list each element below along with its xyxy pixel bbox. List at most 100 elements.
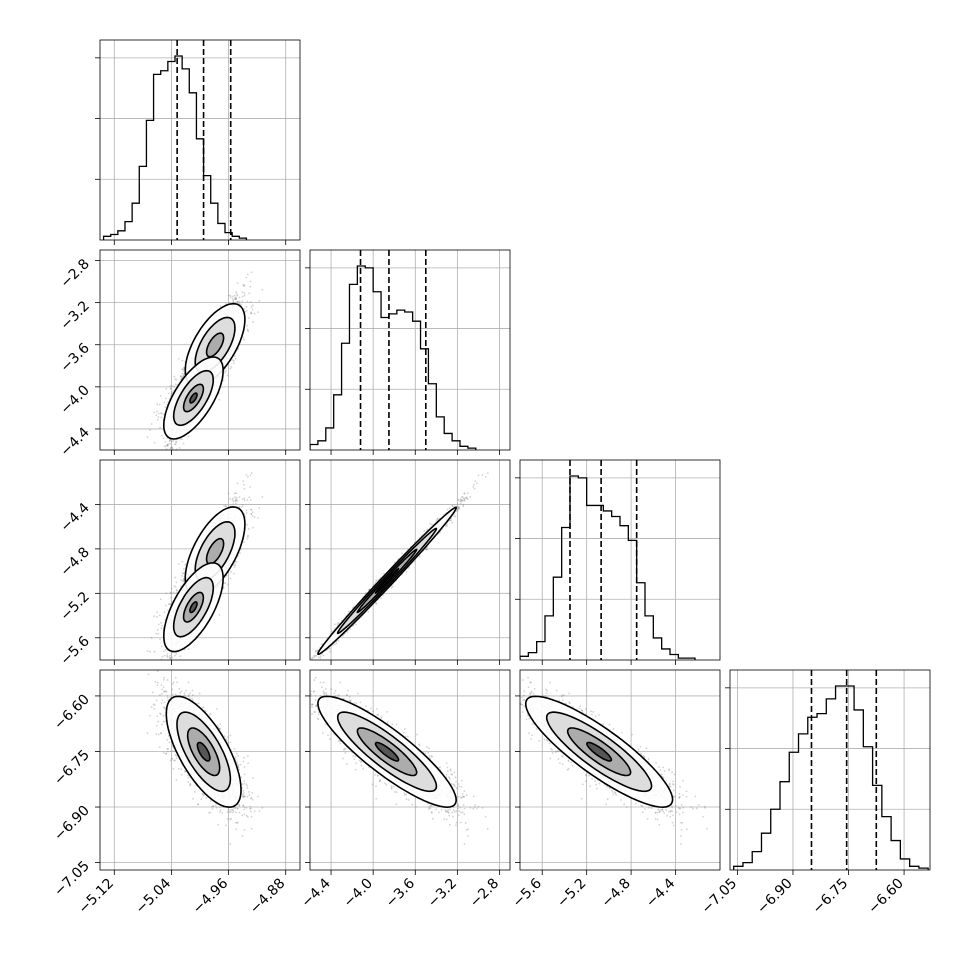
sample-point	[161, 671, 163, 673]
sample-point	[165, 664, 167, 666]
sample-point	[250, 512, 253, 515]
sample-point	[251, 515, 254, 518]
sample-point	[157, 663, 159, 665]
sample-point	[182, 572, 185, 575]
sample-point	[168, 453, 170, 455]
sample-point	[163, 458, 165, 460]
sample-point	[223, 505, 226, 507]
sample-point	[163, 666, 165, 668]
panel-0-0	[95, 39, 301, 245]
axes-frame	[99, 249, 301, 451]
sample-point	[156, 673, 158, 675]
sample-point	[235, 291, 238, 294]
sample-point	[235, 298, 237, 300]
sample-point	[155, 454, 157, 456]
sample-point	[180, 374, 183, 377]
sample-point	[234, 357, 237, 360]
sample-point	[159, 457, 161, 459]
sample-point	[166, 656, 169, 659]
sample-point	[224, 504, 227, 507]
sample-point	[171, 391, 174, 394]
sample-point	[182, 442, 185, 445]
sample-point	[240, 303, 242, 306]
sample-point	[153, 671, 155, 673]
sample-point	[165, 397, 167, 400]
sample-point	[239, 552, 241, 555]
sample-point	[175, 378, 178, 381]
sample-point	[229, 497, 232, 500]
sample-point	[250, 306, 253, 308]
sample-point	[232, 298, 235, 301]
sample-point	[227, 492, 230, 495]
sample-point	[233, 355, 236, 357]
sample-point	[247, 329, 249, 332]
sample-point	[261, 288, 264, 291]
sample-point	[153, 464, 155, 466]
sample-point	[250, 472, 253, 475]
sample-point	[243, 292, 246, 295]
sample-point	[241, 291, 244, 294]
sample-point	[168, 440, 171, 443]
sample-point	[175, 448, 178, 450]
sample-point	[250, 513, 253, 516]
sample-point	[236, 294, 239, 297]
sample-point	[229, 367, 232, 370]
sample-point	[229, 294, 232, 297]
sample-point	[242, 336, 245, 339]
sample-point	[230, 366, 233, 368]
sample-point	[167, 443, 169, 446]
sample-point	[172, 661, 174, 663]
sample-point	[236, 300, 239, 303]
sample-point	[245, 512, 248, 514]
sample-point	[234, 298, 237, 300]
sample-point	[261, 495, 264, 498]
sample-point	[187, 435, 190, 438]
sample-point	[163, 667, 165, 669]
sample-point	[227, 294, 230, 297]
sample-point	[155, 616, 158, 618]
sample-point	[229, 295, 232, 298]
sample-point	[183, 372, 186, 375]
sample-point	[258, 506, 261, 509]
sample-point	[165, 604, 167, 607]
sample-point	[161, 452, 163, 454]
histogram-step	[310, 265, 477, 450]
sample-point	[158, 403, 161, 406]
sample-point	[166, 444, 169, 447]
sample-point	[233, 359, 235, 362]
sample-point	[163, 662, 165, 664]
panel-1-0: −4.4−4.0−3.6−3.2−2.8	[57, 249, 301, 466]
sample-point	[235, 297, 238, 300]
sample-point	[169, 442, 171, 445]
sample-point	[246, 537, 249, 540]
sample-point	[184, 563, 187, 566]
sample-point	[169, 385, 172, 387]
sample-point	[166, 662, 168, 664]
sample-point	[231, 359, 234, 361]
sample-point	[173, 585, 176, 588]
sample-point	[238, 506, 241, 508]
sample-point	[175, 581, 178, 584]
sample-point	[171, 440, 174, 443]
sample-point	[246, 475, 249, 478]
sample-point	[150, 423, 153, 425]
sample-point	[167, 392, 170, 395]
sample-point	[226, 583, 229, 586]
sample-point	[250, 312, 253, 315]
sample-point	[232, 503, 235, 505]
panel-2-0: −5.6−5.2−4.8−4.4	[57, 459, 301, 675]
y-tick-label: −4.0	[57, 382, 92, 417]
sample-point	[252, 526, 254, 529]
sample-point	[174, 378, 177, 380]
sample-point	[163, 452, 165, 454]
sample-point	[171, 448, 174, 450]
sample-point	[252, 321, 254, 323]
sample-point	[243, 307, 246, 310]
sample-point	[163, 611, 166, 614]
sample-point	[174, 383, 177, 386]
sample-point	[235, 499, 237, 502]
sample-point	[178, 447, 181, 449]
sample-point	[155, 410, 158, 413]
sample-point	[181, 438, 183, 440]
sample-point	[157, 623, 160, 626]
